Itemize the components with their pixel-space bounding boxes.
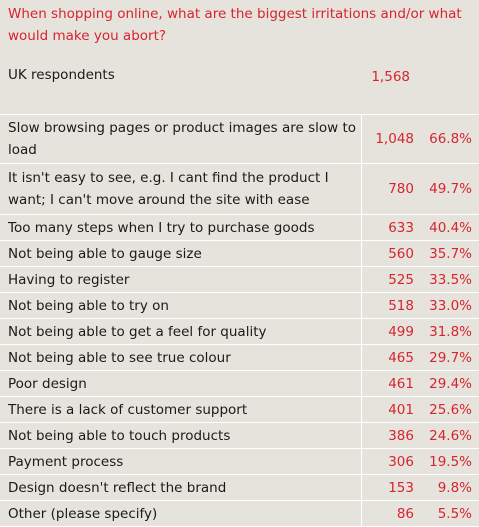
table-row: Not being able to see true colour 465 29.7… — [0, 345, 479, 371]
row-label: Too many steps when I try to purchase go… — [0, 215, 362, 240]
table-body: Slow browsing pages or product images ar… — [0, 114, 479, 527]
row-percent: 31.8% — [429, 323, 472, 340]
row-label: Not being able to gauge size — [0, 241, 362, 266]
respondents-label: UK respondents — [8, 67, 115, 83]
table-row: There is a lack of customer support 401 25… — [0, 397, 479, 423]
row-percent: 29.4% — [429, 375, 472, 392]
respondents-row: UK respondents 1,568 — [0, 52, 479, 114]
row-percent: 35.7% — [429, 245, 472, 262]
row-count: 560 — [388, 245, 414, 262]
table-row: Too many steps when I try to purchase go… — [0, 215, 479, 241]
row-label: It isn't easy to see, e.g. I cant find t… — [0, 164, 362, 214]
row-count: 386 — [388, 427, 414, 444]
respondents-count: 1,568 — [371, 69, 410, 85]
row-label: Not being able to try on — [0, 293, 362, 318]
row-count: 153 — [388, 479, 414, 496]
row-count: 518 — [388, 297, 414, 314]
row-percent: 24.6% — [429, 427, 472, 444]
row-count: 633 — [388, 219, 414, 236]
row-label: Poor design — [0, 371, 362, 396]
row-percent: 5.5% — [437, 505, 472, 522]
table-title: When shopping online, what are the bigge… — [8, 6, 462, 44]
table-row: Other (please specify) 86 5.5% — [0, 501, 479, 527]
row-count: 525 — [388, 271, 414, 288]
table-row: Slow browsing pages or product images ar… — [0, 115, 479, 164]
row-count: 1,048 — [375, 131, 414, 147]
row-count: 499 — [388, 323, 414, 340]
table-row: It isn't easy to see, e.g. I cant find t… — [0, 164, 479, 215]
row-label: Design doesn't reflect the brand — [0, 475, 362, 500]
row-percent: 29.7% — [429, 349, 472, 366]
table-row: Poor design 461 29.4% — [0, 371, 479, 397]
row-percent: 9.8% — [437, 479, 472, 496]
table-row: Not being able to try on 518 33.0% — [0, 293, 479, 319]
row-count: 780 — [388, 181, 414, 197]
row-label: There is a lack of customer support — [0, 397, 362, 422]
row-count: 461 — [388, 375, 414, 392]
table-row: Payment process 306 19.5% — [0, 449, 479, 475]
row-label: Payment process — [0, 449, 362, 474]
row-count: 306 — [388, 453, 414, 470]
table-row: Not being able to get a feel for quality… — [0, 319, 479, 345]
row-percent: 49.7% — [429, 181, 472, 197]
row-count: 86 — [396, 505, 414, 522]
row-percent: 33.5% — [429, 271, 472, 288]
table-row: Not being able to gauge size 560 35.7% — [0, 241, 479, 267]
row-percent: 40.4% — [429, 219, 472, 236]
row-label: Slow browsing pages or product images ar… — [0, 115, 362, 163]
table-row: Having to register 525 33.5% — [0, 267, 479, 293]
table-row: Not being able to touch products 386 24.6% — [0, 423, 479, 449]
row-percent: 25.6% — [429, 401, 472, 418]
row-percent: 19.5% — [429, 453, 472, 470]
row-percent: 33.0% — [429, 297, 472, 314]
row-label: Not being able to touch products — [0, 423, 362, 448]
row-label: Not being able to get a feel for quality — [0, 319, 362, 344]
row-count: 401 — [388, 401, 414, 418]
row-label: Having to register — [0, 267, 362, 292]
row-label: Not being able to see true colour — [0, 345, 362, 370]
row-label: Other (please specify) — [0, 501, 362, 526]
table-row: Design doesn't reflect the brand 153 9.8% — [0, 475, 479, 501]
row-percent: 66.8% — [429, 131, 472, 147]
row-count: 465 — [388, 349, 414, 366]
